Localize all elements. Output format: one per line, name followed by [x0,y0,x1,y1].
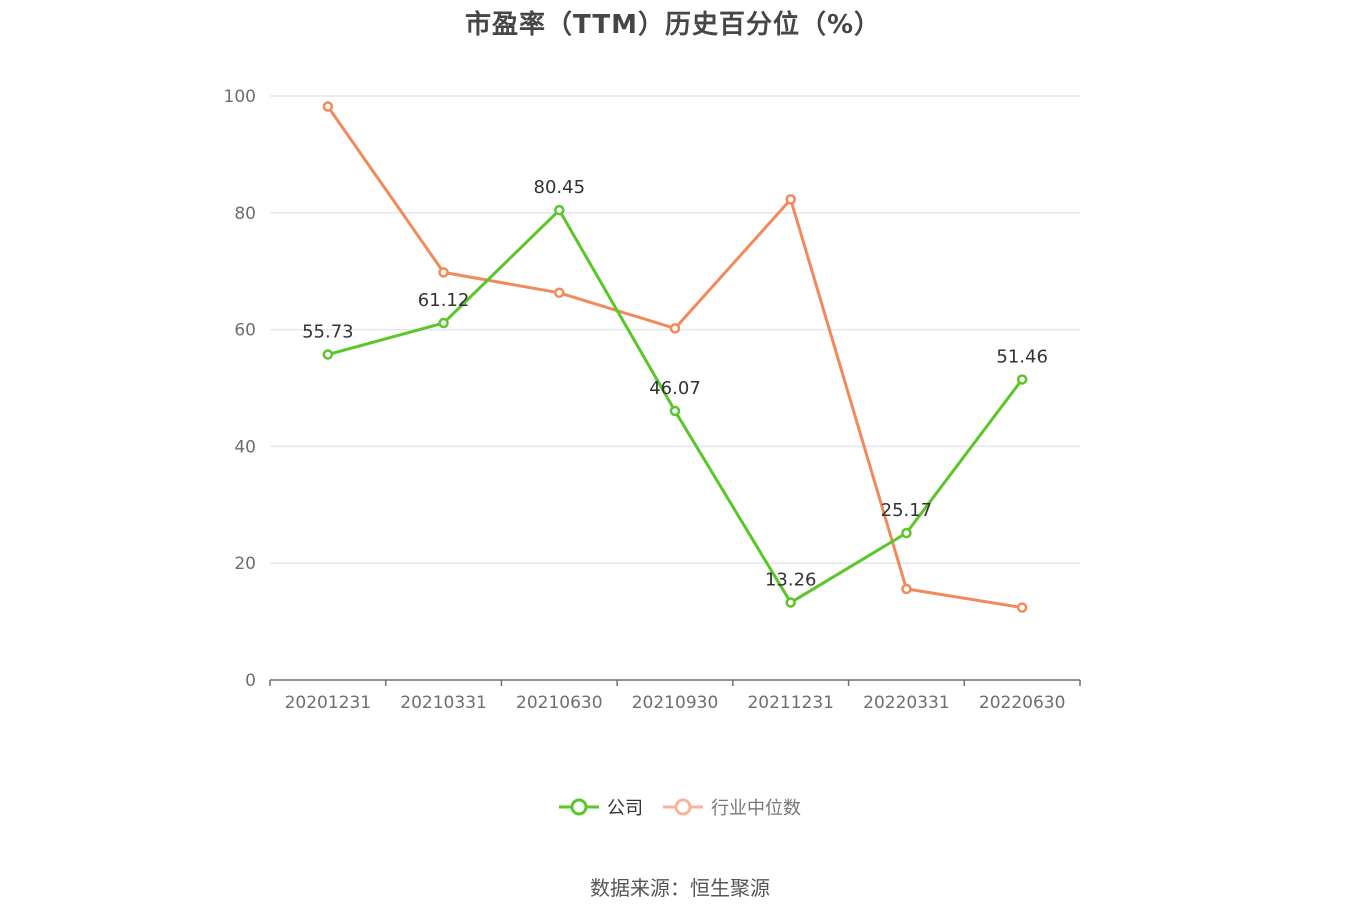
chart-title: 市盈率（TTM）历史百分位（%） [465,10,881,40]
legend-label-company: 公司 [607,798,643,819]
legend-industry-line-icon [663,798,703,816]
y-tick-label: 40 [234,437,256,457]
data-label-layer: 55.73 61.12 80.45 46.07 13.26 25.17 51.46 [302,177,1048,590]
data-point-industry[interactable] [901,583,912,595]
legend: 公司 行业中位数 [0,794,1360,820]
x-tick-label: 20210930 [632,693,719,713]
y-tick-label: 100 [224,87,256,107]
line-chart: 0 20 40 60 80 100 20201231 20210331 20210630 2021… [224,87,1081,713]
y-tick-label: 20 [234,554,256,574]
data-label-company: 61.12 [418,290,470,311]
data-point-company[interactable] [322,349,334,360]
data-point-industry[interactable] [785,194,796,205]
axis-layer: 0 20 40 60 80 100 20201231 20210331 20210630 2021… [224,87,1081,713]
data-label-company: 13.26 [765,570,817,591]
y-tick-label: 60 [234,321,256,341]
x-tick-label: 20201231 [285,693,372,713]
y-tick-label: 80 [234,204,256,224]
data-point-industry[interactable] [1016,602,1028,613]
series-layer [322,101,1028,613]
data-label-company: 80.45 [534,177,586,198]
data-source-note: 数据来源：恒生聚源 [590,876,770,900]
data-label-company: 55.73 [302,322,354,343]
data-point-company[interactable] [901,527,912,539]
data-point-industry[interactable] [554,287,565,299]
legend-item-industry[interactable]: 行业中位数 [663,794,801,820]
y-tick-label: 0 [245,671,256,691]
data-point-industry[interactable] [322,101,334,112]
data-label-company: 46.07 [649,378,701,399]
x-tick-label: 20210331 [400,693,487,713]
data-label-company: 51.46 [996,346,1048,367]
legend-label-industry: 行业中位数 [711,798,801,819]
data-label-company: 25.17 [881,500,933,521]
data-point-industry[interactable] [438,267,449,278]
x-tick-label: 20220331 [863,693,950,713]
x-tick-label: 20220630 [979,693,1066,713]
data-point-company[interactable] [669,405,681,417]
data-point-company[interactable] [554,204,565,216]
x-tick-label: 20211231 [747,693,834,713]
data-point-company[interactable] [438,317,449,329]
x-tick-label: 20210630 [516,693,603,713]
series-line-industry [326,105,1023,610]
data-point-company[interactable] [785,597,796,608]
data-point-industry[interactable] [669,323,681,334]
legend-company-line-icon [559,798,599,816]
data-point-company[interactable] [1016,374,1028,385]
legend-item-company[interactable]: 公司 [559,794,643,820]
